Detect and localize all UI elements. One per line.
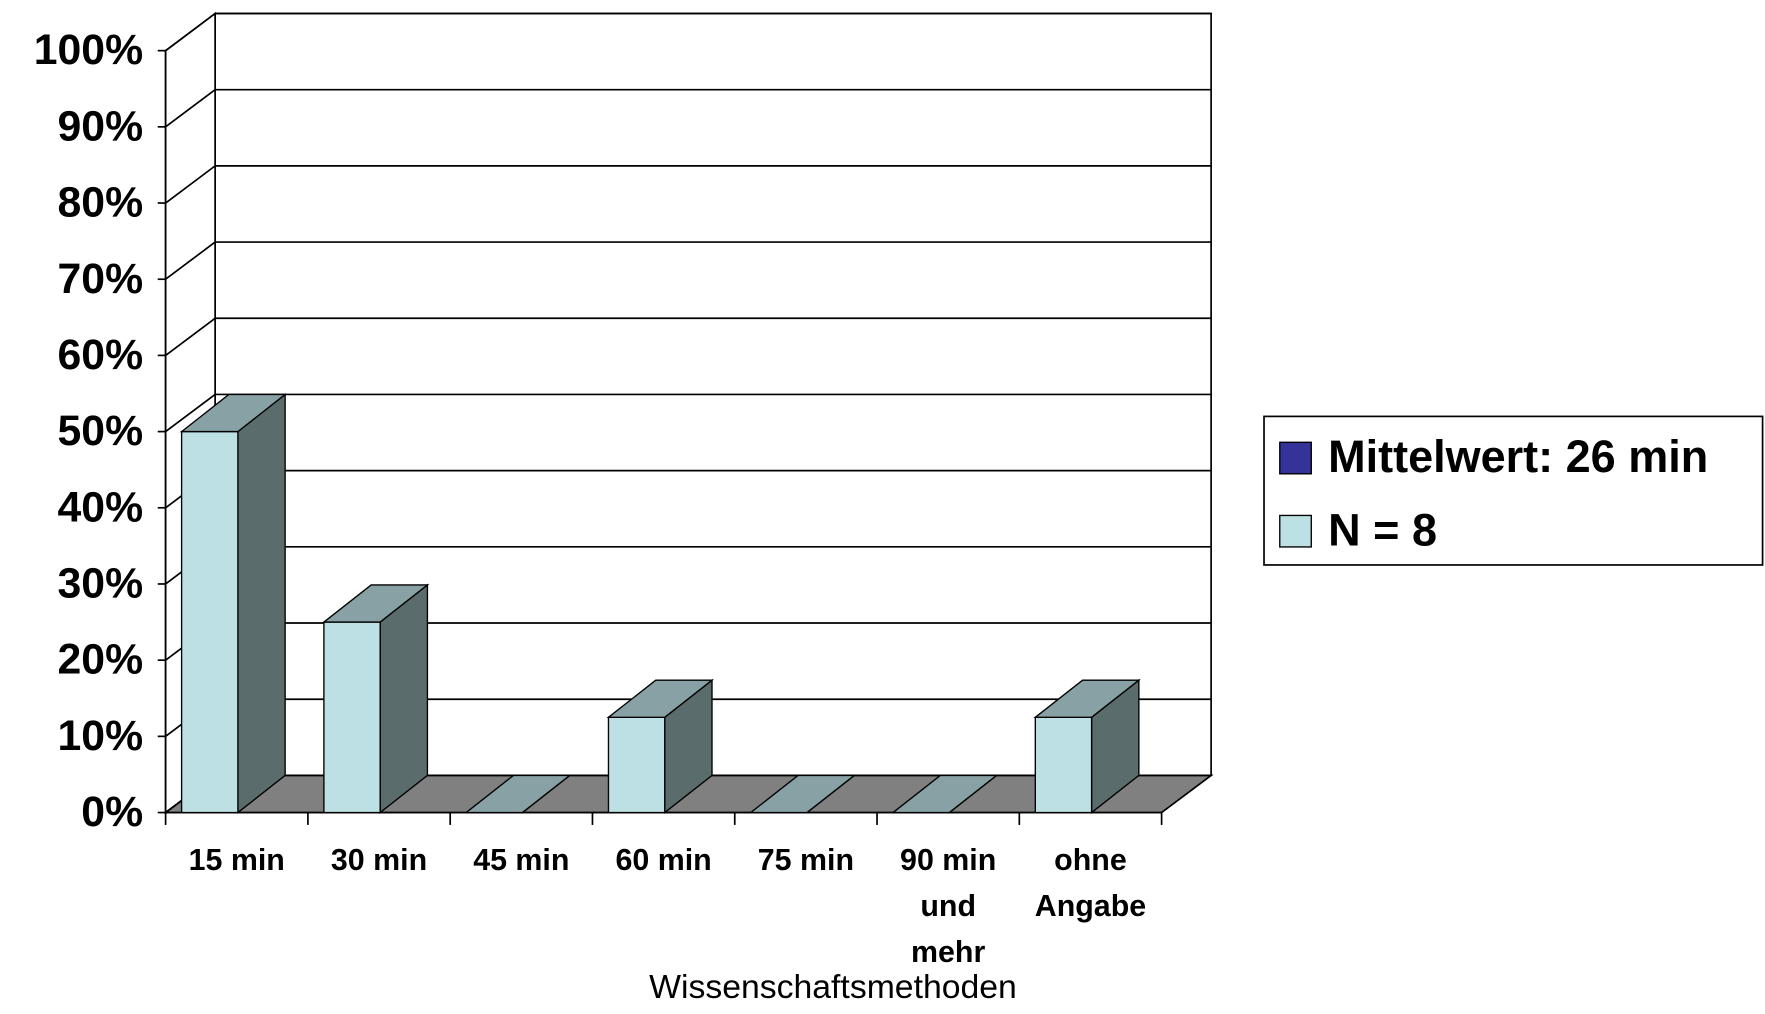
x-tick-label-line: 15 min bbox=[189, 843, 285, 877]
y-tick-label: 90% bbox=[58, 102, 144, 150]
bar-front bbox=[1034, 716, 1093, 814]
bar bbox=[179, 393, 288, 814]
bar-top bbox=[464, 774, 572, 814]
bar-side bbox=[379, 583, 429, 814]
bar bbox=[891, 774, 999, 814]
legend-swatch bbox=[1279, 514, 1312, 548]
y-tick-label: 80% bbox=[58, 179, 144, 227]
y-tick-label: 70% bbox=[58, 255, 144, 303]
x-tick-label-line: 90 min bbox=[900, 843, 996, 877]
bar-front bbox=[607, 716, 666, 814]
x-tick-label-line: 30 min bbox=[331, 843, 427, 877]
y-tick-label: 30% bbox=[58, 560, 144, 608]
y-tick-label: 10% bbox=[58, 712, 144, 760]
x-tick-label-line: Angabe bbox=[1035, 889, 1146, 923]
grid-line bbox=[165, 393, 216, 433]
x-tick-label-line: 45 min bbox=[473, 843, 569, 877]
bar-top bbox=[179, 393, 288, 433]
x-tick-label-line: 60 min bbox=[615, 843, 711, 877]
bar-top bbox=[321, 584, 430, 623]
x-tick-label-line: mehr bbox=[911, 935, 985, 969]
x-tick-label: 75 min bbox=[758, 843, 854, 877]
x-tick-label: 30 min bbox=[331, 843, 427, 877]
bar bbox=[464, 774, 572, 814]
bar-top bbox=[748, 774, 857, 814]
bar bbox=[748, 774, 857, 814]
grid-line bbox=[165, 165, 216, 204]
y-tick-label: 20% bbox=[58, 636, 144, 684]
grid-line bbox=[165, 317, 216, 357]
bar bbox=[606, 678, 714, 814]
legend bbox=[1263, 415, 1764, 566]
grid-line bbox=[165, 89, 216, 128]
y-tick-label: 50% bbox=[58, 407, 144, 455]
x-tick-label-line: 75 min bbox=[758, 843, 854, 877]
bar-top bbox=[606, 679, 714, 718]
bar-front bbox=[323, 621, 381, 814]
x-tick-label: 45 min bbox=[473, 843, 569, 877]
legend-swatch bbox=[1279, 441, 1312, 475]
x-tick-label: 60 min bbox=[615, 843, 711, 877]
bar-top bbox=[1033, 679, 1141, 718]
y-tick-label: 60% bbox=[58, 331, 144, 379]
legend-label: Mittelwert: 26 min bbox=[1328, 431, 1708, 482]
y-tick-label: 100% bbox=[34, 26, 143, 74]
bar bbox=[1033, 678, 1141, 814]
x-tick-label: ohne Angabe bbox=[1035, 843, 1146, 923]
bar bbox=[321, 583, 430, 814]
bar-front bbox=[180, 430, 239, 814]
x-axis-title: Wissenschaftsmethoden bbox=[649, 968, 1017, 1006]
bar-top bbox=[891, 774, 999, 814]
x-tick-label: 90 min und mehr bbox=[900, 843, 996, 969]
bar-side bbox=[237, 393, 286, 814]
grid-line bbox=[165, 241, 216, 280]
legend-label: N = 8 bbox=[1328, 504, 1437, 555]
x-tick-label-line: und bbox=[920, 889, 976, 923]
x-tick-label-line: ohne bbox=[1054, 843, 1127, 877]
x-tick-label: 15 min bbox=[189, 843, 285, 877]
grid-line bbox=[165, 12, 216, 52]
y-tick-label: 40% bbox=[58, 483, 144, 531]
y-tick-label: 0% bbox=[81, 788, 143, 836]
